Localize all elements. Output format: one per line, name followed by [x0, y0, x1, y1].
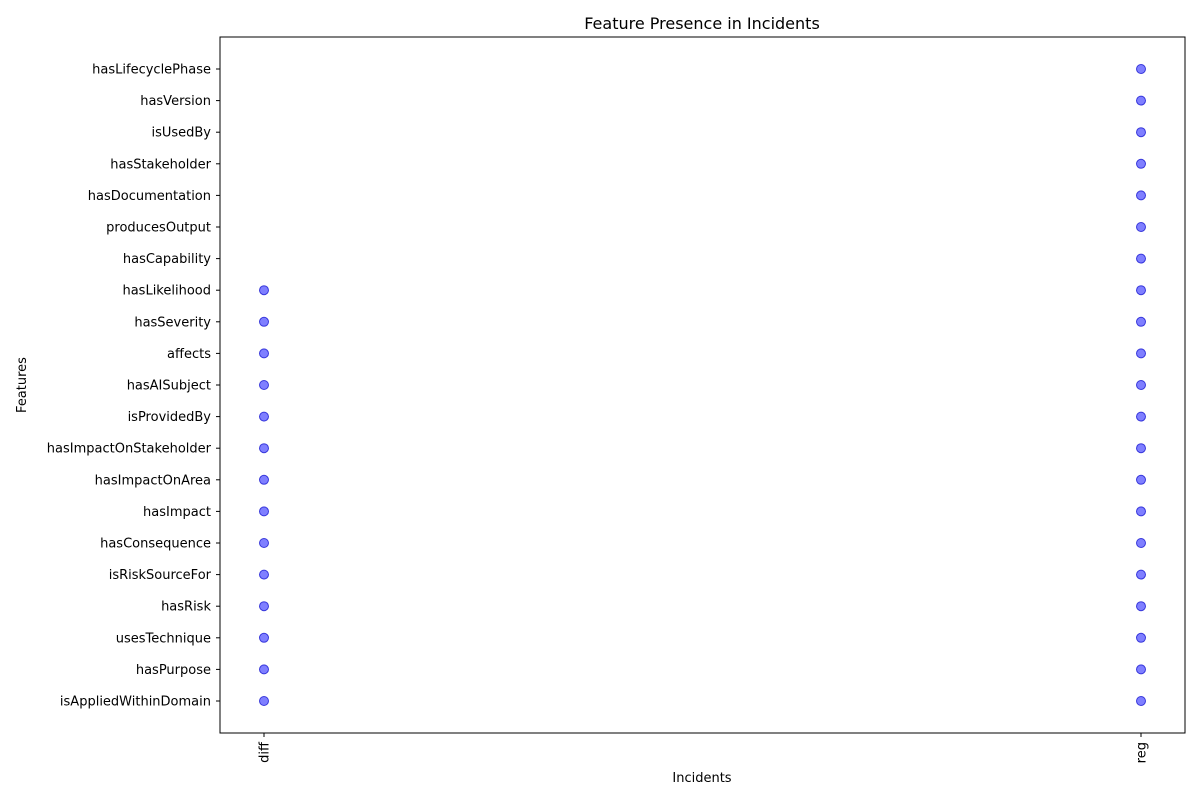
scatter-point: [1136, 506, 1146, 517]
y-tick-label: producesOutput: [106, 221, 211, 236]
y-tick-label: hasVersion: [140, 94, 211, 109]
scatter-point: [259, 696, 269, 706]
y-tick-label: hasLikelihood: [122, 284, 211, 299]
scatter-point: [1136, 538, 1146, 548]
data-points: [259, 64, 1146, 706]
x-tick-label: reg: [1135, 742, 1150, 763]
scatter-point: [1136, 348, 1146, 359]
scatter-point: [1136, 95, 1146, 106]
y-tick-label: isUsedBy: [151, 126, 211, 141]
scatter-point: [1136, 316, 1146, 327]
scatter-point: [259, 474, 269, 485]
scatter-point: [259, 316, 269, 327]
scatter-point: [1136, 285, 1146, 296]
scatter-point: [259, 538, 269, 548]
y-tick-label: usesTechnique: [116, 631, 211, 646]
scatter-point: [259, 443, 269, 454]
y-tick-label: hasRisk: [161, 600, 211, 615]
chart-title: Feature Presence in Incidents: [584, 14, 820, 33]
scatter-point: [259, 664, 269, 675]
scatter-point: [259, 380, 269, 390]
scatter-point: [259, 411, 269, 422]
plot-frame: [219, 36, 1186, 734]
y-tick-label: hasLifecyclePhase: [92, 63, 211, 78]
scatter-point: [1136, 632, 1146, 643]
y-tick-label: hasConsequence: [100, 537, 211, 552]
scatter-point: [1136, 443, 1146, 454]
scatter-point: [1136, 158, 1146, 169]
scatter-point: [259, 569, 269, 580]
y-tick-label: hasSeverity: [134, 315, 211, 330]
y-tick-label: hasStakeholder: [110, 157, 211, 172]
y-axis-label: Features: [15, 357, 30, 413]
scatter-point: [1136, 190, 1146, 201]
scatter-point: [259, 601, 269, 612]
scatter-point: [259, 506, 269, 517]
x-tick-label: diff: [258, 741, 273, 763]
scatter-point: [1136, 569, 1146, 580]
scatter-point: [1136, 696, 1146, 706]
scatter-point: [1136, 127, 1146, 138]
scatter-point: [1136, 253, 1146, 264]
y-axis: isAppliedWithinDomain hasPurpose usesTechn…: [47, 63, 220, 710]
x-axis: diff reg: [258, 733, 1150, 763]
y-tick-label: hasImpact: [143, 505, 211, 520]
scatter-point: [259, 285, 269, 296]
y-tick-label: hasDocumentation: [88, 189, 211, 204]
y-tick-label: isProvidedBy: [128, 410, 212, 425]
x-axis-label: Incidents: [672, 771, 731, 786]
y-tick-label: isRiskSourceFor: [109, 568, 212, 583]
scatter-point: [1136, 380, 1146, 390]
scatter-point: [1136, 64, 1146, 74]
y-tick-label: hasAISubject: [127, 379, 211, 394]
scatter-point: [1136, 411, 1146, 422]
scatter-point: [1136, 601, 1146, 612]
y-tick-label: hasImpactOnArea: [95, 473, 211, 488]
y-tick-label: isAppliedWithinDomain: [60, 695, 211, 710]
y-tick-label: hasImpactOnStakeholder: [47, 442, 212, 457]
y-tick-label: hasCapability: [123, 252, 211, 267]
scatter-point: [259, 348, 269, 359]
y-tick-label: affects: [167, 347, 211, 362]
scatter-point: [1136, 474, 1146, 485]
scatter-point: [259, 632, 269, 643]
scatter-point: [1136, 222, 1146, 232]
scatter-point: [1136, 664, 1146, 675]
y-tick-label: hasPurpose: [136, 663, 211, 678]
